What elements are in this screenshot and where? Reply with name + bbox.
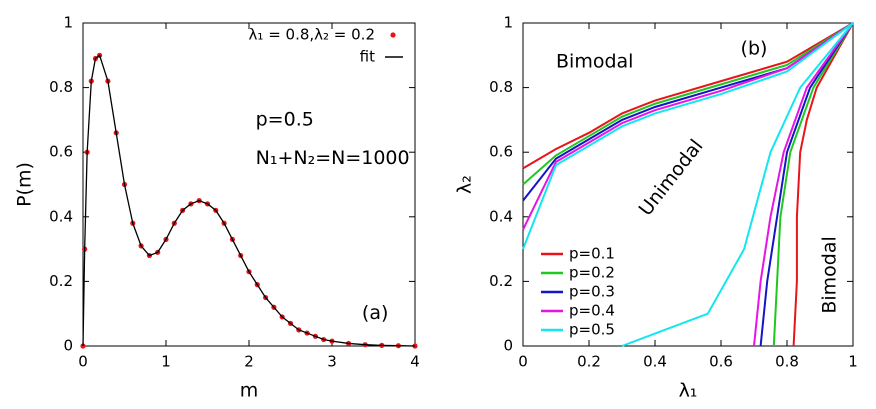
y-tick-label: 0.8	[49, 78, 73, 96]
annotation: (b)	[741, 37, 768, 59]
legend-label: p=0.5	[569, 321, 615, 339]
y-axis-label: P(m)	[14, 162, 36, 207]
annotation: Unimodal	[635, 135, 708, 220]
y-tick-label: 1	[63, 14, 73, 32]
x-tick-label: 0.4	[643, 353, 667, 371]
x-tick-label: 1	[848, 353, 858, 371]
legend-label: p=0.4	[569, 302, 615, 320]
x-tick-label: 0	[518, 353, 528, 371]
legend-label: fit	[360, 48, 375, 66]
x-tick-label: 2	[244, 353, 254, 371]
y-tick-label: 1	[503, 14, 513, 32]
y-tick-label: 0.4	[49, 207, 73, 225]
x-tick-label: 0	[78, 353, 88, 371]
y-tick-label: 0.2	[489, 272, 513, 290]
boundary-line	[792, 22, 854, 347]
y-tick-label: 0	[503, 337, 513, 355]
legend-marker	[390, 32, 396, 38]
legend-label: p=0.2	[569, 264, 615, 282]
boundary-line	[522, 22, 854, 170]
boundary-line	[522, 22, 854, 186]
boundary-line	[753, 22, 854, 347]
y-axis-label: λ₂	[454, 175, 476, 194]
boundary-line	[522, 22, 854, 231]
y-tick-label: 0.6	[489, 143, 513, 161]
x-tick-label: 3	[327, 353, 337, 371]
y-tick-label: 0.6	[49, 143, 73, 161]
x-axis-label: m	[240, 380, 259, 402]
plot-frame	[82, 22, 416, 347]
x-tick-label: 4	[410, 353, 420, 371]
boundary-line	[621, 22, 854, 347]
y-tick-label: 0.4	[489, 207, 513, 225]
x-axis-label: λ₁	[679, 380, 698, 402]
annotation: Bimodal	[556, 50, 633, 72]
boundary-line	[522, 22, 854, 250]
y-tick-label: 0.8	[489, 78, 513, 96]
legend-label: p=0.3	[569, 283, 615, 301]
legend-label: p=0.1	[569, 245, 615, 263]
annotation: (a)	[362, 302, 388, 324]
x-tick-label: 1	[161, 353, 171, 371]
annotation: Bimodal	[818, 236, 840, 313]
y-tick-label: 0	[63, 337, 73, 355]
annotation: p=0.5	[256, 108, 314, 130]
x-tick-label: 0.8	[775, 353, 799, 371]
x-tick-label: 0.2	[577, 353, 601, 371]
y-tick-label: 0.2	[49, 272, 73, 290]
boundary-line	[772, 22, 854, 347]
x-tick-label: 0.6	[709, 353, 733, 371]
fit-line	[82, 54, 416, 347]
legend-label: λ₁ = 0.8,λ₂ = 0.2	[249, 26, 375, 44]
boundary-line	[759, 22, 854, 347]
annotation: N₁+N₂=N=1000	[256, 147, 410, 169]
